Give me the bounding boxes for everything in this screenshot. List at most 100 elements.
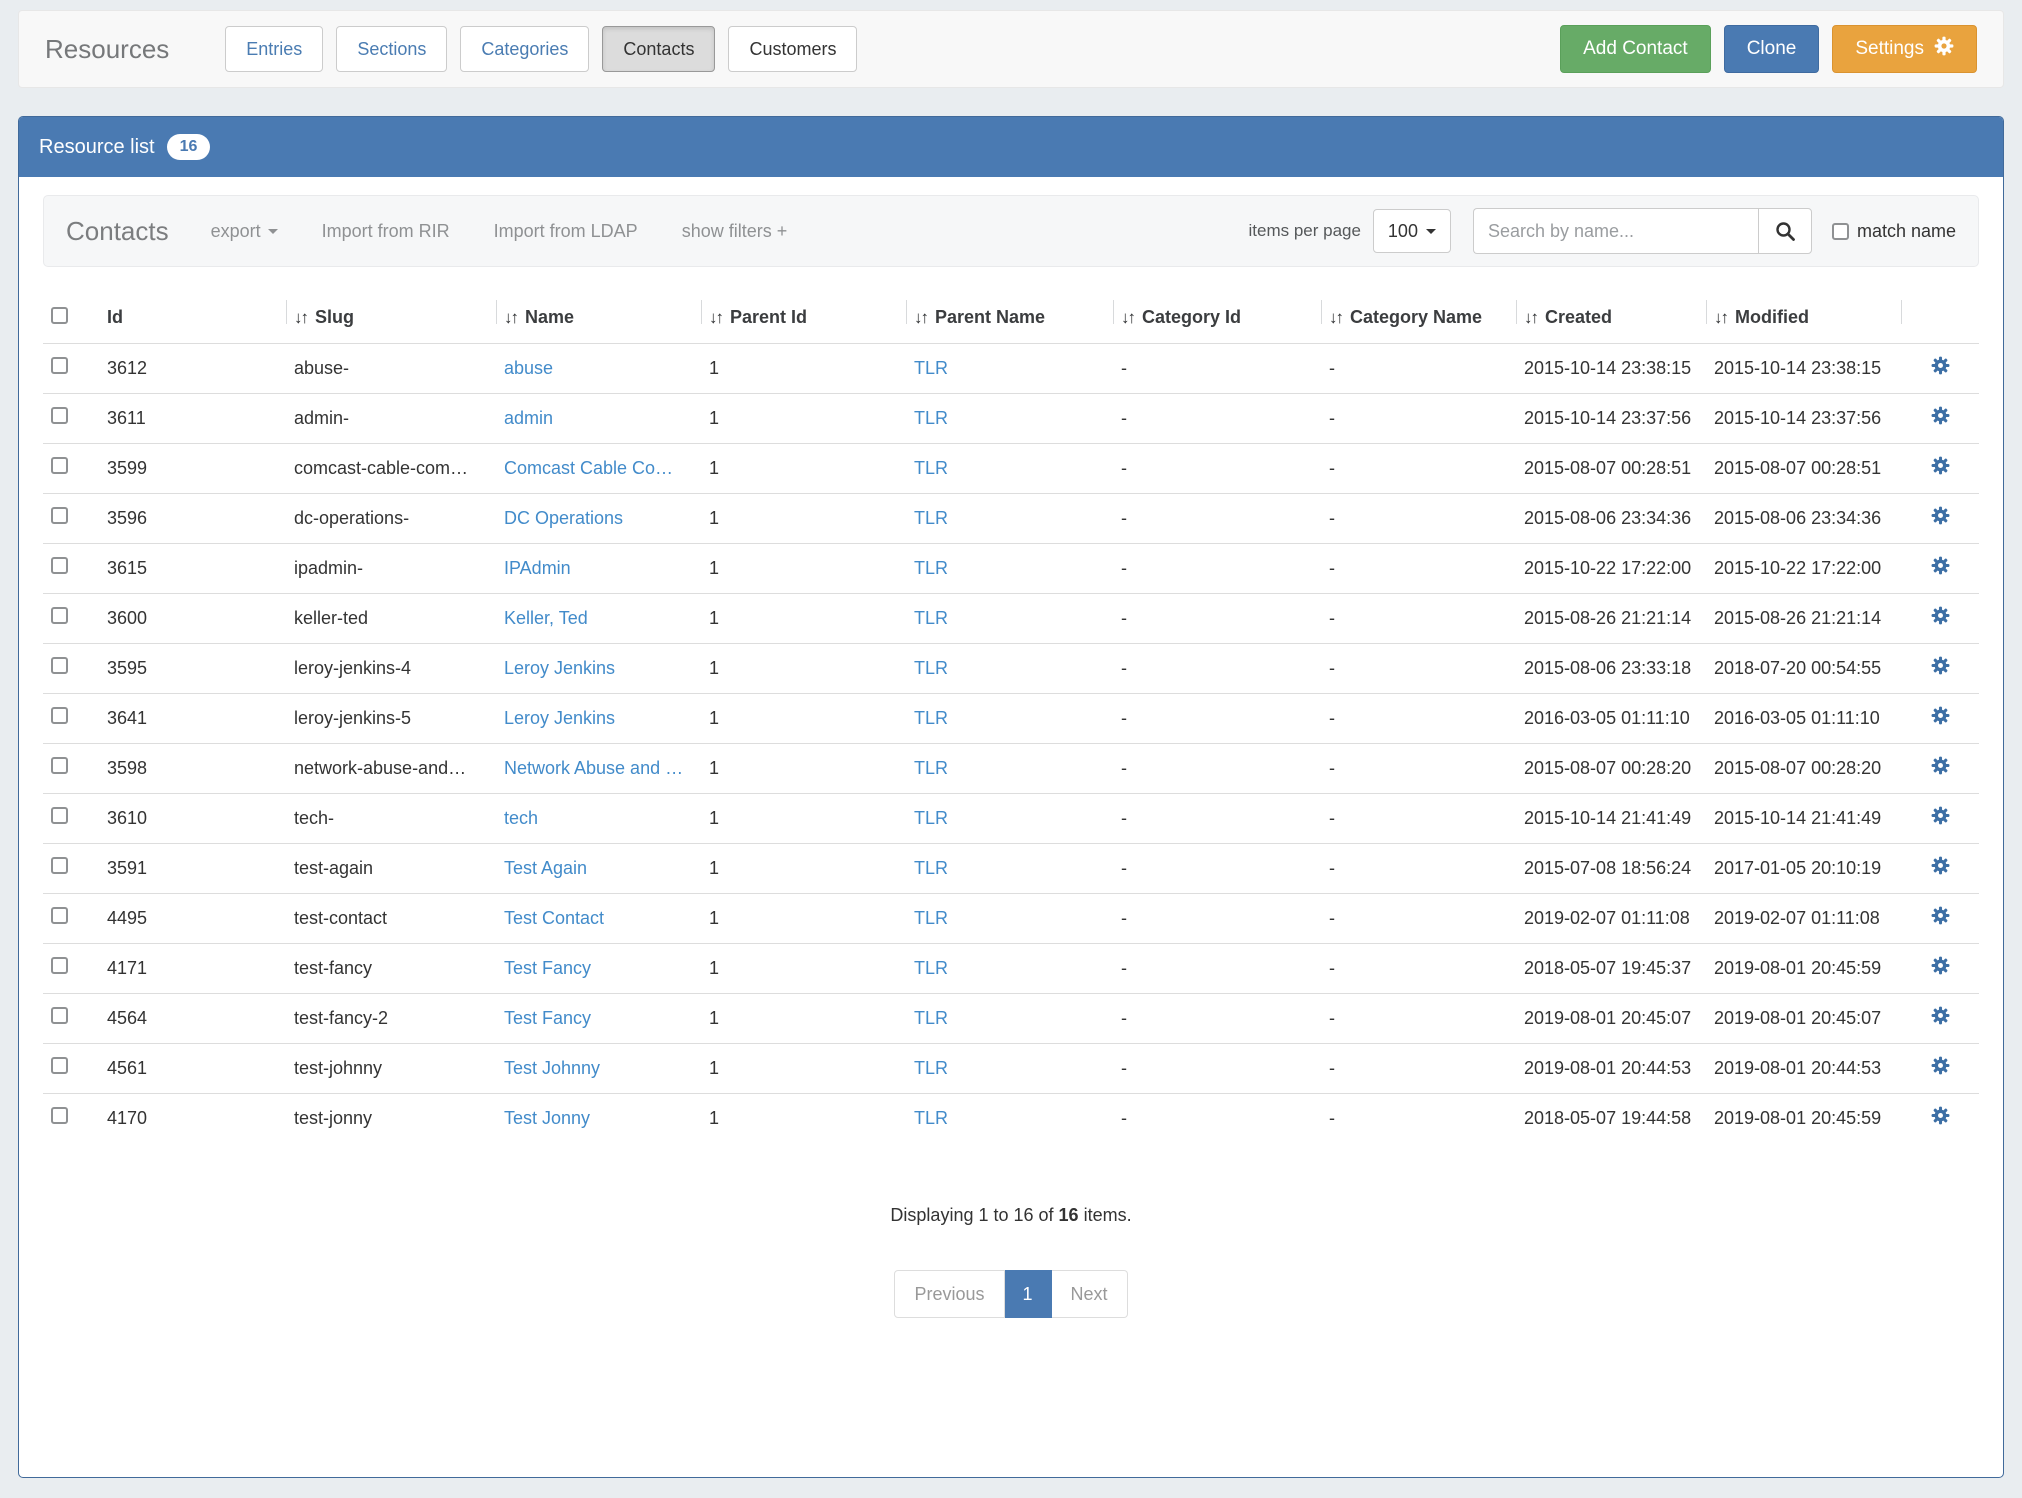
pagination-page-1[interactable]: 1: [1004, 1270, 1052, 1318]
parent_name-link[interactable]: TLR: [914, 457, 949, 478]
name-link[interactable]: IPAdmin: [504, 557, 571, 578]
row-settings-button[interactable]: [1931, 906, 1950, 930]
tab-customers[interactable]: Customers: [728, 26, 858, 72]
search-input[interactable]: [1472, 208, 1758, 254]
import-ldap-link[interactable]: Import from LDAP: [493, 220, 638, 241]
match-name-checkbox[interactable]: [1831, 222, 1849, 240]
row-settings-button[interactable]: [1931, 1056, 1950, 1080]
row-settings-button[interactable]: [1931, 806, 1950, 830]
show-filters-link[interactable]: show filters +: [681, 220, 788, 241]
row-checkbox[interactable]: [51, 407, 68, 424]
row-settings-button[interactable]: [1931, 406, 1950, 430]
row-settings-button[interactable]: [1931, 956, 1950, 980]
column-header-category_id[interactable]: ↓↑ Category Id: [1113, 293, 1321, 343]
row-settings-button[interactable]: [1931, 356, 1950, 380]
parent_name-link[interactable]: TLR: [914, 757, 949, 778]
row-checkbox[interactable]: [51, 1107, 68, 1125]
name-link[interactable]: Test Contact: [504, 907, 605, 928]
tab-categories[interactable]: Categories: [460, 26, 590, 72]
search-button[interactable]: [1757, 208, 1812, 254]
name-link[interactable]: Test Again: [504, 857, 588, 878]
name-link[interactable]: Leroy Jenkins: [504, 657, 616, 678]
row-checkbox[interactable]: [51, 757, 68, 774]
add-contact-button[interactable]: Add Contact: [1560, 25, 1711, 73]
row-settings-button[interactable]: [1931, 556, 1950, 580]
column-header-category_name[interactable]: ↓↑ Category Name: [1321, 293, 1516, 343]
name-link[interactable]: DC Operations: [504, 507, 624, 528]
row-checkbox[interactable]: [51, 557, 68, 574]
row-settings-button[interactable]: [1931, 1106, 1950, 1130]
parent_name-link[interactable]: TLR: [914, 957, 949, 978]
row-settings-button[interactable]: [1931, 606, 1950, 630]
row-checkbox[interactable]: [51, 657, 68, 674]
name-link[interactable]: Test Jonny: [504, 1107, 591, 1128]
parent_name-link[interactable]: TLR: [914, 357, 949, 378]
parent_name-link[interactable]: TLR: [914, 1007, 949, 1028]
items-per-page-select[interactable]: 100: [1372, 209, 1451, 253]
column-header-modified[interactable]: ↓↑ Modified: [1706, 293, 1901, 343]
row-settings-button[interactable]: [1931, 856, 1950, 880]
parent_name-link[interactable]: TLR: [914, 657, 949, 678]
parent_name-link[interactable]: TLR: [914, 1107, 949, 1128]
column-header-parent_id[interactable]: ↓↑ Parent Id: [701, 293, 906, 343]
row-checkbox-cell: [43, 492, 99, 543]
row-settings-button[interactable]: [1931, 456, 1950, 480]
parent_name-link[interactable]: TLR: [914, 507, 949, 528]
parent_name-link[interactable]: TLR: [914, 1057, 949, 1078]
parent_name-link[interactable]: TLR: [914, 857, 949, 878]
name-link[interactable]: tech: [504, 807, 539, 828]
parent_name-link[interactable]: TLR: [914, 407, 949, 428]
column-header-name[interactable]: ↓↑ Name: [496, 293, 701, 343]
parent_name-link[interactable]: TLR: [914, 807, 949, 828]
sort-icon: ↓↑: [709, 308, 724, 328]
row-settings-button[interactable]: [1931, 656, 1950, 680]
name-link[interactable]: abuse: [504, 357, 554, 378]
row-checkbox[interactable]: [51, 957, 68, 974]
pagination-previous[interactable]: Previous: [894, 1270, 1005, 1318]
cell-name: Test Jonny: [496, 1092, 701, 1143]
tab-entries[interactable]: Entries: [225, 26, 324, 72]
name-link[interactable]: admin: [504, 407, 554, 428]
import-rir-link[interactable]: Import from RIR: [321, 220, 450, 241]
row-checkbox[interactable]: [51, 1057, 68, 1074]
clone-button[interactable]: Clone: [1723, 25, 1820, 73]
settings-button[interactable]: Settings: [1832, 25, 1977, 73]
cell-parent_id: 1: [701, 692, 906, 743]
parent_name-link[interactable]: TLR: [914, 707, 949, 728]
select-all-checkbox[interactable]: [51, 306, 68, 324]
column-header-parent_name[interactable]: ↓↑ Parent Name: [906, 293, 1113, 343]
row-checkbox[interactable]: [51, 857, 68, 874]
row-settings-button[interactable]: [1931, 706, 1950, 730]
match-name-control[interactable]: match name: [1831, 221, 1956, 242]
row-checkbox[interactable]: [51, 1007, 68, 1024]
row-checkbox[interactable]: [51, 457, 68, 474]
tab-contacts[interactable]: Contacts: [602, 26, 716, 72]
name-link[interactable]: Test Johnny: [504, 1057, 601, 1078]
row-checkbox[interactable]: [51, 907, 68, 924]
row-settings-button[interactable]: [1931, 1006, 1950, 1030]
pagination-next[interactable]: Next: [1051, 1270, 1128, 1318]
name-link[interactable]: Test Fancy: [504, 957, 592, 978]
row-checkbox[interactable]: [51, 807, 68, 824]
parent_name-link[interactable]: TLR: [914, 907, 949, 928]
name-link[interactable]: Leroy Jenkins: [504, 707, 616, 728]
row-checkbox[interactable]: [51, 707, 68, 724]
row-checkbox[interactable]: [51, 607, 68, 624]
column-label: Category Id: [1142, 307, 1242, 328]
name-link[interactable]: Test Fancy: [504, 1007, 592, 1028]
name-link[interactable]: Comcast Cable Co…: [504, 457, 674, 478]
row-checkbox[interactable]: [51, 507, 68, 524]
cell-parent_id: 1: [701, 1092, 906, 1143]
column-header-created[interactable]: ↓↑ Created: [1516, 293, 1706, 343]
parent_name-link[interactable]: TLR: [914, 557, 949, 578]
column-header-slug[interactable]: ↓↑ Slug: [286, 293, 496, 343]
gear-icon: [1931, 356, 1949, 375]
name-link[interactable]: Keller, Ted: [504, 607, 588, 628]
row-settings-button[interactable]: [1931, 756, 1950, 780]
row-settings-button[interactable]: [1931, 506, 1950, 530]
row-checkbox[interactable]: [51, 357, 68, 374]
parent_name-link[interactable]: TLR: [914, 607, 949, 628]
export-menu[interactable]: export: [211, 221, 278, 242]
name-link[interactable]: Network Abuse and …: [504, 757, 684, 778]
tab-sections[interactable]: Sections: [336, 26, 448, 72]
